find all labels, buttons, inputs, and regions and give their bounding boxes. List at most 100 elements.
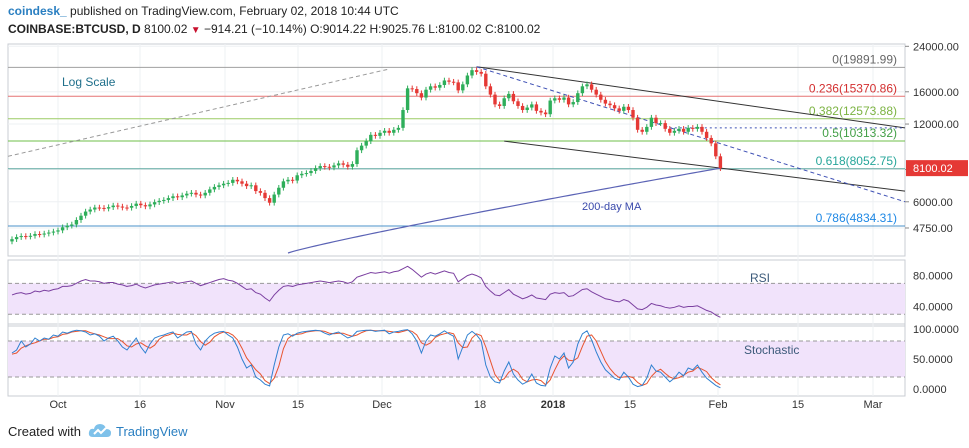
candle-body (497, 104, 502, 106)
candle-body (382, 130, 387, 133)
stochastic-y-tick-label: 0.0000 (913, 384, 947, 396)
candle-body (543, 112, 548, 115)
candle-body (313, 168, 318, 171)
candle-body (691, 127, 695, 129)
candle-body (180, 195, 184, 198)
tradingview-link[interactable]: TradingView (116, 424, 188, 439)
candle-body (359, 145, 364, 151)
candle-body (447, 80, 451, 82)
footer: Created with TradingView (0, 418, 969, 448)
candle-body (539, 110, 543, 113)
rsi-label: RSI (750, 271, 770, 285)
candle-body (88, 209, 92, 212)
candle-body (663, 123, 667, 129)
open-value: O:9014.22 (310, 22, 367, 36)
candle-body (120, 206, 125, 208)
candle-body (461, 84, 465, 91)
candle-body (405, 88, 410, 111)
x-tick-label: Feb (709, 399, 728, 411)
candle-body (507, 93, 511, 99)
last-price-label: 8100.02 (913, 163, 953, 175)
x-tick-label: 15 (792, 399, 804, 411)
candle-body (658, 123, 663, 125)
fib-level-label: 0.618(8052.75) (816, 154, 897, 168)
candle-body (562, 97, 566, 100)
candle-body (129, 205, 134, 208)
rsi-line (11, 265, 721, 318)
candle-body (392, 129, 396, 133)
candle-body (341, 163, 345, 165)
down-triangle-icon: ▼ (190, 25, 201, 36)
ohlc-line: COINBASE:BTCUSD, D 8100.02 ▼ −914.21 (−1… (8, 22, 540, 36)
candle-body (640, 129, 644, 132)
candle-body (300, 173, 304, 176)
candle-body (681, 128, 686, 132)
last-price: 8100.02 (144, 22, 188, 36)
low-value: L:8100.02 (428, 22, 482, 36)
channel-lower-line (504, 140, 906, 192)
y-tick-label: 6000.00 (913, 197, 953, 209)
stochastic-label: Stochastic (744, 343, 799, 357)
candle-body (479, 71, 483, 74)
candle-body (111, 205, 115, 208)
rsi-band (8, 283, 905, 315)
ma200-line (287, 167, 721, 254)
rsi-y-tick-label: 80.0000 (913, 271, 953, 283)
candle-body (97, 207, 102, 209)
candle-body (47, 232, 51, 234)
x-tick-label: 18 (474, 399, 486, 411)
dashed-trend-line (476, 66, 906, 203)
candle-body (442, 80, 447, 85)
candle-body (318, 166, 322, 169)
symbol-label: COINBASE:BTCUSD, D (8, 22, 141, 36)
candle-body (42, 233, 46, 235)
candle-body (557, 98, 562, 100)
candle-body (33, 234, 37, 236)
candle-body (631, 110, 635, 118)
candle-body (70, 224, 74, 226)
candle-body (488, 86, 493, 95)
publisher-name[interactable]: coindesk_ (8, 4, 67, 18)
candle-body (511, 93, 516, 102)
candle-body (608, 103, 612, 106)
candle-body (125, 207, 129, 209)
candle-body (580, 86, 585, 94)
candle-body (534, 104, 539, 111)
candle-body (203, 192, 207, 196)
price-chart[interactable]: Oct 16 Nov 15 Dec 18 2018 15 Feb 15 Mar 24000.00 160… (0, 40, 969, 418)
candle-body (474, 70, 479, 72)
candle-body (456, 82, 460, 91)
candle-body (272, 194, 276, 203)
candle-body (553, 98, 557, 101)
candle-body (415, 89, 419, 94)
candle-body (585, 84, 589, 87)
candle-body (254, 185, 258, 192)
candle-body (60, 227, 65, 231)
candle-body (79, 215, 83, 221)
candle-body (244, 183, 249, 187)
fib-level-label: 0(19891.99) (832, 52, 897, 66)
candle-body (599, 94, 603, 100)
candle-body (281, 181, 286, 188)
candle-body (635, 117, 640, 130)
candle-body (336, 163, 341, 166)
x-tick-label: Dec (372, 399, 392, 411)
candle-body (465, 75, 470, 85)
candle-body (93, 207, 97, 210)
candle-body (10, 239, 14, 242)
candle-body (424, 89, 428, 98)
candle-body (102, 207, 106, 209)
stochastic-y-tick-label: 50.0000 (913, 354, 953, 366)
candle-body (672, 130, 677, 133)
candle-body (576, 93, 580, 103)
candle-body (571, 102, 575, 105)
candle-body (240, 181, 244, 184)
candle-body (263, 192, 267, 199)
y-tick-label: 4750.00 (913, 223, 953, 235)
candle-body (116, 205, 120, 207)
x-tick-label: 2018 (541, 399, 565, 411)
candle-body (704, 131, 709, 138)
candle-body (668, 128, 672, 133)
candle-body (249, 185, 253, 187)
candle-body (37, 234, 42, 236)
